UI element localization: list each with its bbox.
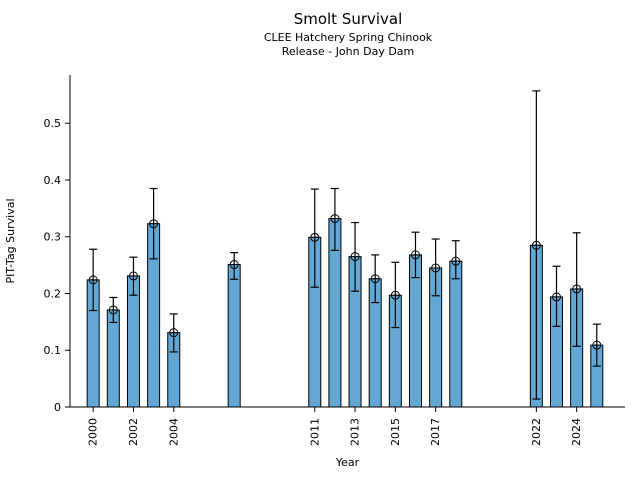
bar-group-2012 bbox=[328, 187, 342, 408]
bar-group-2004 bbox=[167, 313, 181, 408]
bar bbox=[106, 309, 120, 408]
bar-group-2003 bbox=[147, 187, 161, 408]
x-tick-label: 2022 bbox=[530, 418, 543, 446]
y-tick-label: 0 bbox=[54, 401, 61, 414]
x-axis-label: Year bbox=[335, 456, 360, 469]
point-marker-circle bbox=[128, 271, 138, 281]
bar-group-2024 bbox=[570, 232, 584, 408]
x-tick-label: 2017 bbox=[429, 418, 442, 446]
point-marker-circle bbox=[88, 275, 98, 285]
point-marker-circle bbox=[350, 252, 360, 262]
chart-subtitle-line2: Release - John Day Dam bbox=[281, 44, 415, 58]
point-marker-circle bbox=[390, 290, 400, 300]
point-marker-circle bbox=[572, 284, 582, 294]
chart-title: Smolt Survival bbox=[293, 10, 403, 28]
point-marker-circle bbox=[229, 260, 239, 270]
x-tick-label: 2024 bbox=[570, 418, 583, 446]
y-tick-label: 0.4 bbox=[44, 174, 62, 187]
point-marker-circle bbox=[370, 274, 380, 284]
point-marker-circle bbox=[431, 263, 441, 273]
x-tick-label: 2011 bbox=[308, 418, 321, 446]
x-tick-label: 2013 bbox=[349, 418, 362, 446]
x-tick-label: 2004 bbox=[167, 418, 180, 446]
bar-group-2002 bbox=[126, 256, 140, 408]
point-marker-circle bbox=[310, 232, 320, 242]
point-marker-circle bbox=[451, 256, 461, 266]
point-marker-circle bbox=[552, 292, 562, 302]
bar-group-2017 bbox=[429, 238, 443, 408]
bar-group-2013 bbox=[348, 221, 362, 408]
bar-group-2015 bbox=[388, 261, 402, 408]
point-marker-circle bbox=[330, 214, 340, 224]
point-marker-circle bbox=[592, 340, 602, 350]
y-tick-label: 0.1 bbox=[44, 344, 62, 357]
y-tick-label: 0.2 bbox=[44, 287, 62, 300]
point-marker-circle bbox=[169, 328, 179, 338]
y-axis-label: PIT-Tag Survival bbox=[4, 198, 17, 283]
point-marker-circle bbox=[410, 250, 420, 260]
bar bbox=[449, 260, 463, 408]
bar-group-2023 bbox=[550, 265, 564, 408]
bar bbox=[227, 264, 241, 408]
x-tick-label: 2002 bbox=[127, 418, 140, 446]
bar-group-2025 bbox=[590, 323, 604, 408]
point-marker-circle bbox=[149, 219, 159, 229]
x-tick-label: 2015 bbox=[389, 418, 402, 446]
point-marker-circle bbox=[531, 240, 541, 250]
bar-group-2000 bbox=[86, 248, 100, 408]
chart-header: Smolt Survival CLEE Hatchery Spring Chin… bbox=[70, 10, 626, 58]
bar-group-2001 bbox=[106, 296, 120, 408]
point-marker-circle bbox=[108, 305, 118, 315]
chart-subtitle-line1: CLEE Hatchery Spring Chinook bbox=[263, 30, 433, 44]
bar-group-2014 bbox=[368, 254, 382, 408]
bar-group-2007 bbox=[227, 252, 241, 408]
bar-group-2022 bbox=[529, 90, 543, 408]
bar-group-2018 bbox=[449, 240, 463, 408]
bar-group-2011 bbox=[308, 188, 322, 408]
y-tick-label: 0.5 bbox=[44, 117, 62, 130]
bar-group-2016 bbox=[408, 231, 422, 408]
x-tick-label: 2000 bbox=[87, 418, 100, 446]
y-tick-label: 0.3 bbox=[44, 231, 62, 244]
